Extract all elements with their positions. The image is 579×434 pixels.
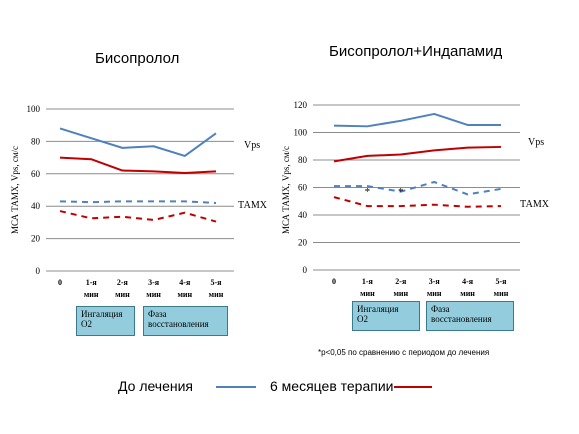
- right-y-tick-label: 100: [294, 128, 308, 138]
- significance-footnote: *р<0,05 по сравнению с периодом до лечен…: [318, 348, 490, 357]
- left-y-tick-label: 0: [36, 266, 41, 276]
- legend-before-line: [216, 386, 256, 388]
- left-series-vps-after: [59, 156, 217, 174]
- right-x-tick-label: 2-я: [395, 277, 407, 286]
- right-y-tick-label: 60: [298, 183, 308, 193]
- left-series-vps-before: [59, 127, 217, 157]
- right-x-tick-unit: мин: [393, 289, 408, 298]
- right-y-tick-label: 20: [298, 238, 308, 248]
- left-x-tick-unit: мин: [146, 290, 161, 299]
- right-x-tick-label: 1-я: [362, 277, 374, 286]
- left-phase-inhalation: Ингаляция О2: [76, 306, 135, 336]
- left-x-tick-label: 5-я: [211, 278, 223, 287]
- right-phase-recovery-line1: Фаза: [431, 304, 450, 314]
- right-series-tamx-after: [333, 196, 502, 208]
- right-annotation-tamx: ТАМХ: [520, 199, 550, 210]
- left-annotation-tamx: ТАМХ: [238, 200, 268, 211]
- right-y-tick-label: 40: [298, 210, 308, 220]
- right-phase-inhalation: Ингаляция О2: [352, 301, 420, 331]
- right-significance-marker: *: [365, 186, 371, 198]
- right-x-tick-label: 5-я: [496, 277, 508, 286]
- right-series-tamx-before: [334, 181, 502, 196]
- left-phase-recovery-line1: Фаза: [148, 309, 167, 319]
- right-significance-marker: *: [398, 186, 404, 198]
- right-phase-inhalation-line2: О2: [357, 314, 368, 324]
- right-chart-title: Бисопролол+Индапамид: [329, 43, 503, 60]
- right-series-vps-after: [333, 145, 502, 163]
- left-x-tick-label: 1-я: [86, 278, 98, 287]
- left-series-tamx-before: [59, 200, 217, 204]
- right-y-axis-label: МСА ТАМХ, Vps, см/с: [281, 146, 291, 234]
- left-y-tick-label: 20: [31, 234, 41, 244]
- left-x-tick-unit: мин: [115, 290, 130, 299]
- left-series-tamx-after: [59, 210, 217, 223]
- left-y-tick-label: 60: [31, 169, 41, 179]
- left-phase-inhalation-line2: О2: [81, 319, 92, 329]
- right-y-tick-label: 120: [294, 100, 308, 110]
- left-x-tick-label: 0: [58, 278, 62, 287]
- right-line-chart: 0 20 40 60 80 100 120 МСА ТАМХ, Vps, см/с 0 1-я ми…: [281, 100, 550, 298]
- right-x-tick-unit: мин: [460, 289, 475, 298]
- right-x-tick-label: 0: [332, 277, 336, 286]
- left-chart-title: Бисопролол: [95, 50, 180, 67]
- left-y-axis-label: МСА ТАМХ, Vps, см/с: [10, 146, 20, 234]
- left-phase-recovery-line2: восстановления: [148, 319, 209, 329]
- left-x-tick-unit: мин: [209, 290, 224, 299]
- right-x-tick-unit: мин: [494, 289, 509, 298]
- left-x-tick-label: 3-я: [148, 278, 160, 287]
- left-line-chart: 0 20 40 60 80 100 МСА ТАМХ, Vps, см/с 0 1-я мин 2-…: [10, 104, 268, 299]
- right-series-vps-before: [333, 112, 501, 128]
- left-phase-recovery: Фаза восстановления: [143, 306, 228, 336]
- left-x-tick-label: 2-я: [117, 278, 129, 287]
- left-y-tick-label: 40: [31, 201, 41, 211]
- right-y-tick-label: 0: [303, 265, 308, 275]
- right-phase-recovery-line2: восстановления: [431, 314, 492, 324]
- left-x-tick-label: 4-я: [179, 278, 191, 287]
- left-annotation-vps: Vps: [244, 140, 260, 151]
- right-phase-inhalation-line1: Ингаляция: [357, 304, 399, 314]
- right-x-tick-unit: мин: [427, 289, 442, 298]
- left-phase-inhalation-line1: Ингаляция: [81, 309, 123, 319]
- right-x-tick-label: 4-я: [462, 277, 474, 286]
- legend-before-label: До лечения: [118, 378, 194, 394]
- right-phase-recovery: Фаза восстановления: [426, 301, 514, 331]
- left-x-tick-unit: мин: [177, 290, 192, 299]
- right-annotation-vps: Vps: [528, 137, 544, 148]
- left-x-tick-unit: мин: [84, 290, 99, 299]
- left-y-tick-label: 80: [31, 136, 41, 146]
- legend-after-label: 6 месяцев терапии: [270, 378, 394, 394]
- legend-after-line: [394, 386, 432, 388]
- right-x-tick-label: 3-я: [429, 277, 441, 286]
- right-y-tick-label: 80: [298, 155, 308, 165]
- right-x-tick-unit: мин: [360, 289, 375, 298]
- left-y-tick-label: 100: [27, 104, 41, 114]
